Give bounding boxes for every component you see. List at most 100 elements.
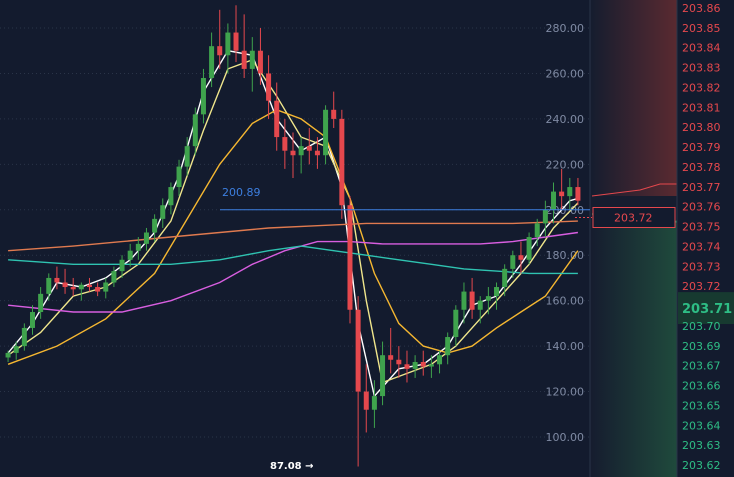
candle-body [86, 284, 92, 288]
candle-body [168, 187, 174, 206]
candle-body [290, 150, 296, 156]
orderbook-price: 203.80 [682, 121, 721, 134]
orderbook-price: 203.75 [682, 221, 721, 234]
y-tick-label: 240.00 [546, 113, 585, 126]
candle-body [469, 291, 475, 310]
orderbook-highlight-bg [678, 292, 734, 324]
candle-body [404, 364, 410, 369]
candle-body [437, 355, 443, 365]
candle-body [143, 232, 149, 244]
candle-body [502, 268, 508, 288]
candle-body [13, 346, 19, 353]
plot-background [0, 0, 590, 477]
bid-depth-shade [592, 220, 677, 477]
y-tick-label: 160.00 [546, 295, 585, 308]
candle-body [380, 355, 386, 397]
candle-body [388, 355, 394, 360]
candle-body [485, 296, 491, 301]
candle-body [445, 337, 451, 356]
orderbook-price: 203.76 [682, 201, 721, 214]
candle-body [209, 46, 215, 78]
candle-body [152, 218, 158, 233]
orderbook-price: 203.70 [682, 320, 721, 333]
orderbook-price: 203.81 [682, 101, 721, 114]
orderbook-price: 203.72 [682, 280, 721, 293]
orderbook-price: 203.69 [682, 340, 721, 353]
candle-body [103, 282, 109, 292]
y-tick-label: 140.00 [546, 340, 585, 353]
orderbook-price: 203.84 [682, 42, 721, 55]
moving-average-line [8, 220, 578, 252]
candle-body [62, 282, 68, 288]
candle-body [567, 187, 573, 197]
candle-body [78, 284, 84, 290]
candle-body [119, 259, 125, 272]
y-tick-label: 120.00 [546, 386, 585, 399]
candle-body [217, 46, 223, 56]
candle-body [396, 359, 402, 365]
candle-body [461, 291, 467, 310]
current-price-label: 203.72 [614, 212, 653, 225]
candle-body [428, 364, 434, 367]
candle-body [274, 100, 280, 138]
orderbook-price: 203.82 [682, 81, 721, 94]
candle-body [347, 205, 353, 310]
candle-body [494, 287, 500, 297]
candle-body [111, 271, 117, 283]
current-price-tag [592, 207, 676, 229]
candle-body [266, 73, 272, 101]
candle-body [249, 50, 255, 69]
y-tick-label: 180.00 [546, 249, 585, 262]
moving-average-line [8, 231, 578, 313]
moving-average-line [8, 245, 578, 275]
candle-body [412, 362, 418, 369]
orderbook-price: 203.86 [682, 2, 721, 15]
ask-depth-shade [592, 0, 677, 196]
orderbook-last-price: 203.71 [682, 302, 732, 317]
y-tick-label: 280.00 [546, 22, 585, 35]
orderbook-price: 203.79 [682, 141, 721, 154]
y-tick-label: 260.00 [546, 67, 585, 80]
candle-body [95, 287, 101, 292]
candle-body [331, 109, 337, 119]
candle-body [233, 32, 239, 51]
candle-body [127, 250, 133, 260]
candle-body [225, 32, 231, 56]
candle-body [420, 362, 426, 367]
candle-body [526, 237, 532, 260]
orderbook-price: 203.77 [682, 181, 721, 194]
orderbook-price: 203.65 [682, 399, 721, 412]
candle-body [551, 191, 557, 210]
candle-body [70, 287, 76, 290]
candle-body [542, 209, 548, 224]
candle-body [21, 327, 27, 347]
candle-body [29, 312, 35, 328]
orderbook-price: 203.63 [682, 439, 721, 452]
y-tick-label: 100.00 [546, 431, 585, 444]
moving-average-line [7, 49, 579, 398]
candle-body [241, 50, 247, 69]
candle-body [54, 277, 60, 283]
candle-body [5, 352, 11, 358]
candle-body [184, 146, 190, 167]
orderbook-price: 203.62 [682, 459, 721, 472]
orderbook-price: 203.85 [682, 22, 721, 35]
candle-body [176, 166, 182, 188]
candle-body [160, 205, 166, 219]
candle-body [306, 146, 312, 151]
candle-body [38, 293, 44, 313]
candle-body [518, 255, 524, 260]
candle-body [314, 150, 320, 156]
candle-body [257, 50, 263, 74]
candle-body [339, 118, 345, 206]
candle-body [534, 223, 540, 238]
candle-body [192, 114, 198, 147]
orderbook-price: 203.67 [682, 360, 721, 373]
orderbook-price: 203.83 [682, 62, 721, 75]
candle-body [46, 277, 52, 294]
candle-body [363, 391, 369, 410]
candle-body [200, 77, 206, 115]
candle-body [510, 255, 516, 269]
ask-depth-line [591, 183, 677, 197]
